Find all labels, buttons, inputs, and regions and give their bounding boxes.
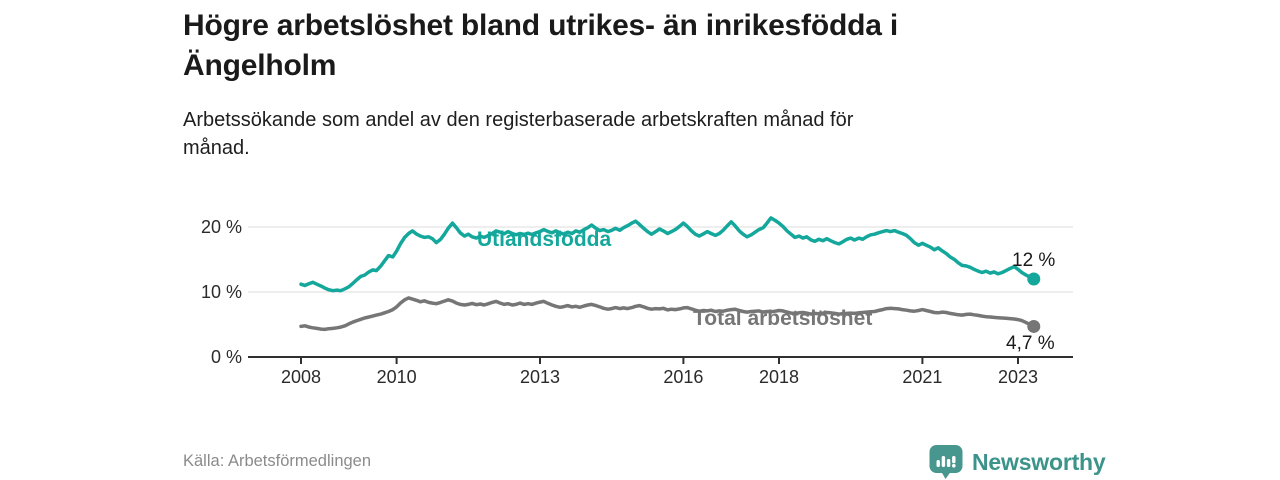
chart-subtitle: Arbetssökande som andel av den registerb…	[183, 106, 853, 162]
x-tick-label-2010: 2010	[377, 367, 417, 387]
x-tick-label-2018: 2018	[759, 367, 799, 387]
y-tick-label-0: 0 %	[211, 347, 242, 367]
series-line-total-arbetsloshet	[299, 296, 1036, 332]
source-caption: Källa: Arbetsförmedlingen	[183, 452, 372, 470]
gridlines-layer	[248, 226, 1073, 293]
x-tick-label-2016: 2016	[663, 367, 703, 387]
y-tick-label-10: 10 %	[201, 282, 242, 302]
page-title: Högre arbetslöshet bland utrikes- än inr…	[183, 6, 898, 86]
axis-layer: 0 % 10 % 20 % 2008 2010 2013 2016 2018 2021 2023	[201, 217, 1073, 387]
end-value-label-utlandsfodda: 12 %	[1012, 250, 1055, 271]
title-line-1: Högre arbetslöshet bland utrikes- än inr…	[183, 9, 898, 42]
brand-logo: Newsworthy	[929, 444, 1106, 480]
series-line-utlandsfodda	[299, 216, 1036, 293]
title-line-2: Ängelholm	[183, 49, 337, 82]
newsworthy-speech-bubble-chart-icon	[929, 445, 963, 479]
x-tick-label-2008: 2008	[281, 367, 321, 387]
end-value-label-total-arbetsloshet: 4,7 %	[1006, 333, 1055, 354]
series-label-total-arbetsloshet: Total arbetslöshet	[693, 307, 872, 330]
end-dot-utlandsfodda	[1027, 272, 1041, 286]
y-tick-label-20: 20 %	[201, 217, 242, 237]
end-dot-total-arbetsloshet	[1027, 319, 1041, 333]
subtitle-line-1: Arbetssökande som andel av den registerb…	[183, 109, 854, 131]
subtitle-line-2: månad.	[183, 137, 250, 159]
series-layer	[299, 216, 1041, 333]
x-tick-label-2023: 2023	[998, 367, 1038, 387]
x-tick-label-2013: 2013	[520, 367, 560, 387]
x-tick-label-2021: 2021	[902, 367, 942, 387]
brand-name: Newsworthy	[972, 448, 1106, 475]
series-label-utlandsfodda: Utlandsfödda	[477, 228, 611, 251]
annotation-layer: Utlandsfödda Total arbetslöshet 12 % 4,7…	[477, 228, 1055, 354]
